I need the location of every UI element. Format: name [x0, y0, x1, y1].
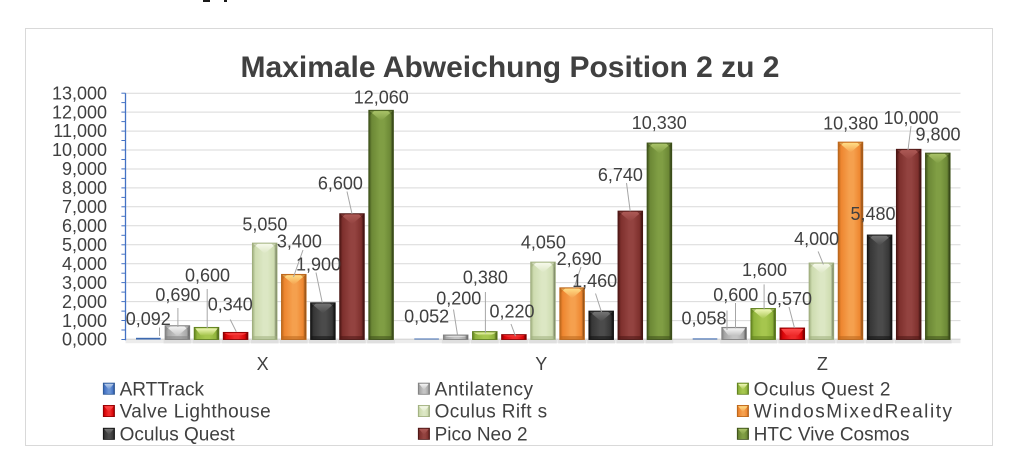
svg-text:Oculus Quest: Oculus Quest: [120, 424, 236, 445]
svg-text:0,570: 0,570: [767, 289, 812, 309]
svg-text:0,380: 0,380: [463, 268, 508, 288]
svg-text:Antilatency: Antilatency: [435, 379, 534, 400]
svg-text:HTC Vive Cosmos: HTC Vive Cosmos: [754, 424, 910, 445]
svg-text:0,000: 0,000: [62, 330, 107, 350]
svg-text:0,200: 0,200: [436, 288, 481, 308]
svg-text:1,000: 1,000: [62, 311, 107, 331]
svg-text:10,330: 10,330: [632, 113, 687, 133]
svg-text:0,058: 0,058: [681, 309, 726, 329]
svg-text:WindosMixedReality: WindosMixedReality: [754, 402, 954, 423]
svg-text:5,480: 5,480: [850, 204, 895, 224]
svg-text:Y: Y: [535, 354, 547, 374]
svg-text:12,060: 12,060: [354, 87, 409, 107]
svg-text:3,000: 3,000: [62, 273, 107, 293]
svg-text:9,000: 9,000: [62, 159, 107, 179]
svg-text:4,000: 4,000: [794, 229, 839, 249]
svg-text:Valve Lighthouse: Valve Lighthouse: [120, 402, 272, 423]
svg-text:Oculus Quest 2: Oculus Quest 2: [754, 379, 891, 400]
svg-text:10,000: 10,000: [883, 108, 938, 128]
svg-text:5,050: 5,050: [242, 215, 287, 235]
svg-text:X: X: [257, 354, 269, 374]
svg-text:1,900: 1,900: [296, 255, 341, 275]
svg-text:Oculus Rift s: Oculus Rift s: [435, 402, 548, 423]
svg-text:0,690: 0,690: [155, 285, 200, 305]
svg-text:10,380: 10,380: [823, 114, 878, 134]
svg-text:7,000: 7,000: [62, 197, 107, 217]
svg-text:8,000: 8,000: [62, 178, 107, 198]
svg-text:12,000: 12,000: [52, 102, 107, 122]
svg-text:11,000: 11,000: [53, 121, 107, 141]
svg-text:6,740: 6,740: [598, 165, 643, 185]
svg-text:3,400: 3,400: [277, 232, 322, 252]
svg-text:1,600: 1,600: [742, 260, 787, 280]
svg-text:6,000: 6,000: [62, 216, 107, 236]
svg-text:0,092: 0,092: [126, 309, 171, 329]
svg-text:5,000: 5,000: [62, 235, 107, 255]
svg-text:Z: Z: [817, 354, 828, 374]
svg-text:0,340: 0,340: [208, 295, 253, 315]
svg-text:0,220: 0,220: [489, 302, 534, 322]
svg-text:13,000: 13,000: [52, 83, 107, 103]
svg-text:10,000: 10,000: [52, 140, 107, 160]
svg-text:6,600: 6,600: [318, 174, 363, 194]
svg-text:1,460: 1,460: [572, 271, 617, 291]
svg-text:0,600: 0,600: [713, 285, 758, 305]
svg-text:4,000: 4,000: [62, 254, 107, 274]
svg-text:Maximale Abweichung Position 2: Maximale Abweichung Position 2 zu 2: [241, 51, 780, 84]
svg-text:Pico Neo 2: Pico Neo 2: [435, 424, 528, 445]
svg-text:2,000: 2,000: [62, 292, 107, 312]
svg-text:9,800: 9,800: [915, 125, 960, 145]
svg-text:0,600: 0,600: [185, 265, 230, 285]
svg-text:0,052: 0,052: [404, 307, 449, 327]
svg-text:2,690: 2,690: [557, 249, 602, 269]
svg-text:4,050: 4,050: [521, 233, 566, 253]
svg-text:ARTTrack: ARTTrack: [120, 379, 205, 400]
